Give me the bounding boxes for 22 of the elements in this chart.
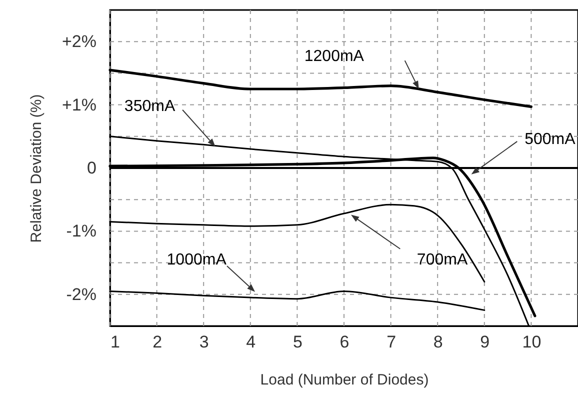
y-tick-label: +1% — [62, 95, 96, 114]
x-tick-label: 8 — [433, 332, 443, 352]
y-tick-label: +2% — [62, 32, 96, 52]
y-axis-title: Relative Deviation (%) — [28, 94, 45, 243]
x-axis-title: Load (Number of Diodes) — [260, 372, 429, 388]
x-tick-label: 5 — [292, 332, 302, 352]
x-tick-label: 3 — [199, 332, 209, 352]
x-tick-label: 10 — [522, 332, 542, 352]
series-label: 350mA — [124, 98, 176, 116]
series-label: 1200mA — [304, 48, 364, 66]
y-tick-label: 0 — [87, 158, 96, 178]
x-tick-label: 1 — [110, 332, 120, 352]
x-tick-label: 4 — [246, 332, 256, 352]
x-tick-label: 6 — [340, 332, 350, 352]
series-label: 700mA — [416, 252, 468, 269]
x-tick-label: 9 — [480, 332, 490, 352]
x-tick-label: 2 — [152, 332, 162, 352]
x-tick-label: 7 — [386, 332, 396, 352]
y-tick-label: -1% — [66, 222, 96, 241]
text: 500mA — [524, 130, 576, 148]
y-tick-label: -2% — [66, 284, 96, 304]
series-label: 1000mA — [166, 252, 227, 269]
